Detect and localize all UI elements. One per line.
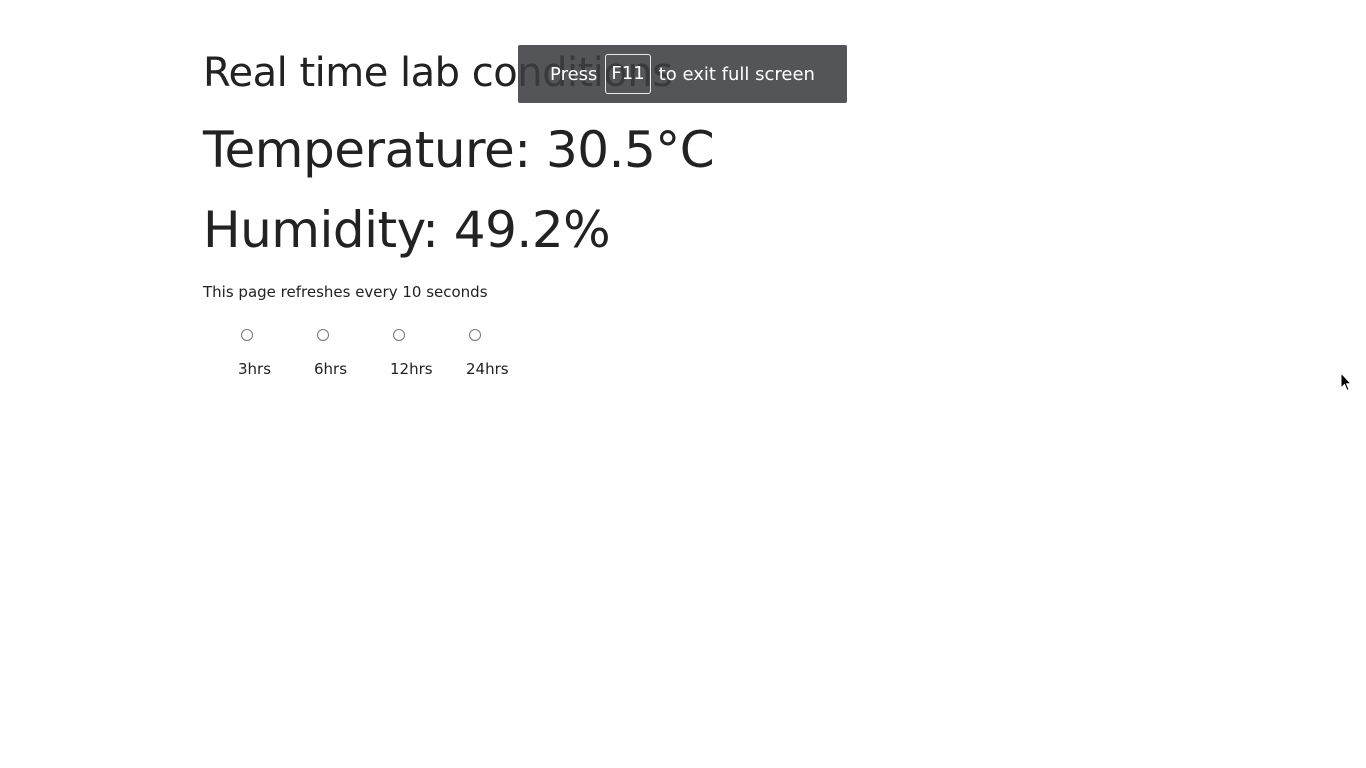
fullscreen-notice: Press F11 to exit full screen — [518, 45, 847, 103]
range-label-12hrs: 12hrs — [390, 360, 433, 378]
range-option-24hrs[interactable]: 24hrs — [466, 326, 542, 378]
range-radio-6hrs[interactable] — [316, 329, 329, 341]
time-range-selector: 3hrs 6hrs 12hrs 24hrs — [238, 326, 542, 378]
range-radio-3hrs[interactable] — [240, 329, 253, 341]
humidity-reading: Humidity: 49.2% — [203, 201, 611, 259]
range-option-12hrs[interactable]: 12hrs — [390, 326, 466, 378]
refresh-note: This page refreshes every 10 seconds — [203, 283, 488, 301]
fullscreen-notice-suffix: to exit full screen — [658, 63, 815, 85]
fullscreen-notice-prefix: Press — [550, 63, 598, 85]
range-option-6hrs[interactable]: 6hrs — [314, 326, 390, 378]
range-label-24hrs: 24hrs — [466, 360, 509, 378]
range-label-3hrs: 3hrs — [238, 360, 272, 378]
range-label-6hrs: 6hrs — [314, 360, 348, 378]
fullscreen-notice-key: F11 — [605, 54, 651, 94]
range-radio-12hrs[interactable] — [392, 329, 405, 341]
arrow-cursor-icon — [1340, 372, 1352, 392]
range-option-3hrs[interactable]: 3hrs — [238, 326, 314, 378]
temperature-reading: Temperature: 30.5°C — [203, 121, 715, 179]
range-radio-24hrs[interactable] — [468, 329, 481, 341]
